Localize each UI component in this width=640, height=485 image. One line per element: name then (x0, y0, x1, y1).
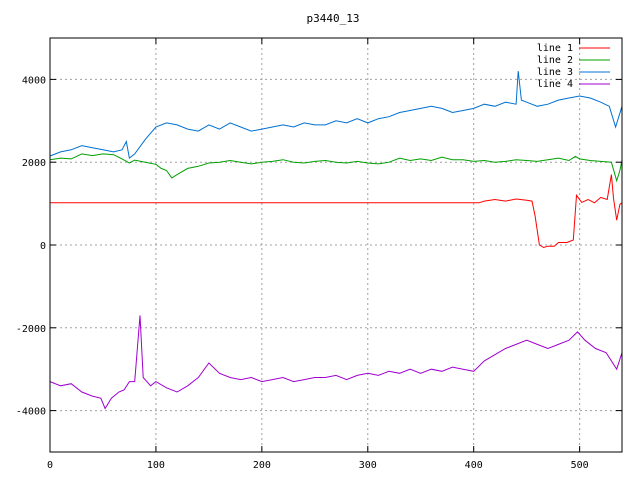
x-tick-label: 0 (47, 460, 53, 471)
y-tick-label: 2000 (22, 158, 46, 169)
y-tick-label: 0 (40, 241, 46, 252)
x-tick-label: 300 (359, 460, 377, 471)
chart-title: p3440_13 (307, 12, 360, 25)
x-tick-label: 100 (147, 460, 165, 471)
legend-label-1: line 1 (537, 43, 573, 54)
legend-label-3: line 3 (537, 67, 573, 78)
y-tick-label: -4000 (16, 407, 46, 418)
y-tick-label: 4000 (22, 75, 46, 86)
legend-label-4: line 4 (537, 79, 573, 90)
series-line-2 (49, 153, 623, 183)
x-tick-label: 500 (571, 460, 589, 471)
series-line-1 (50, 174, 623, 249)
series-group (49, 71, 623, 410)
series-line-4 (49, 315, 623, 410)
axis-ticks: 0 100 200 300 400 500 -4000 -2000 0 2000 4000 (16, 38, 622, 471)
legend-label-2: line 2 (537, 55, 573, 66)
x-tick-label: 200 (253, 460, 271, 471)
x-tick-label: 400 (465, 460, 483, 471)
series-line-3 (49, 71, 623, 160)
grid (50, 38, 622, 452)
y-tick-label: -2000 (16, 324, 46, 335)
